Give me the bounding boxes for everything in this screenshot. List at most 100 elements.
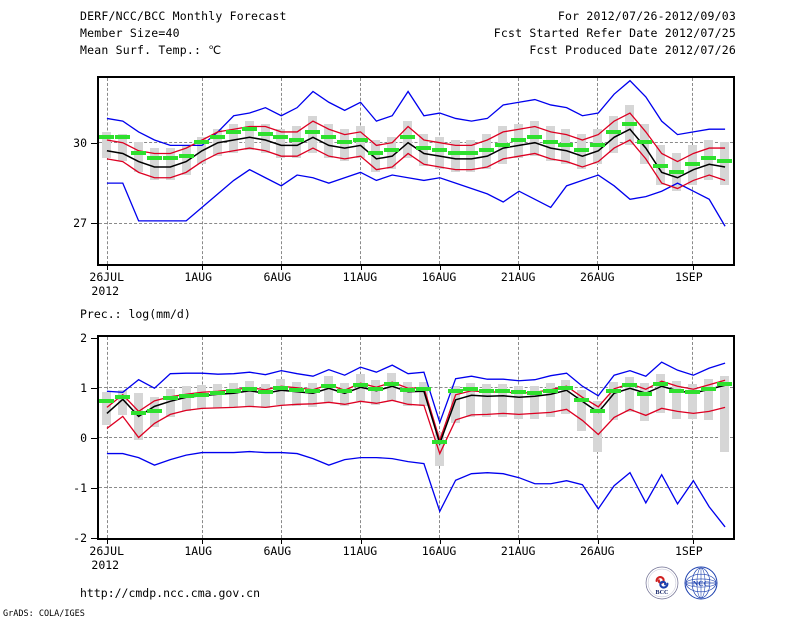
spread-bar (244, 120, 254, 151)
series-line-max (106, 361, 726, 425)
median-dash (669, 389, 685, 393)
median-dash (146, 156, 162, 161)
spread-bar (418, 382, 428, 406)
x-tick-mark (360, 265, 362, 270)
x-axis-tick-label: 26AUG (579, 544, 615, 558)
median-dash (510, 390, 526, 394)
y-axis-tick-label: 30 (73, 135, 87, 150)
median-dash (352, 383, 368, 387)
median-dash (716, 159, 732, 164)
spread-bar (229, 383, 238, 407)
series-line-lower-quartile (106, 399, 726, 456)
spread-bar (339, 128, 349, 162)
y-tick-mark (91, 337, 97, 339)
series-layer (106, 79, 726, 227)
median-dash (463, 387, 479, 391)
x-tick-mark (202, 265, 204, 270)
gridline-vertical (597, 78, 599, 264)
spread-bar (371, 139, 381, 172)
spread-bar (513, 386, 523, 419)
series-line-min (106, 450, 726, 528)
median-dash (384, 148, 400, 153)
median-dash (431, 148, 447, 153)
x-tick-mark (107, 265, 109, 270)
median-dash (162, 396, 178, 400)
median-dash (589, 143, 605, 148)
spread-bar (165, 389, 175, 417)
median-dash (336, 389, 352, 393)
x-axis-tick-label: 21AUG (500, 544, 536, 558)
x-tick-mark (107, 539, 109, 544)
median-dash (210, 134, 226, 139)
spread-bar (387, 136, 397, 170)
spread-bar (260, 123, 270, 154)
spread-bar (545, 383, 555, 417)
median-dash (637, 140, 653, 145)
median-dash (241, 387, 257, 391)
spread-bar (577, 390, 587, 431)
y-axis-tick-label: -1 (73, 480, 87, 495)
x-axis-tick-label: 11AUG (342, 544, 378, 558)
spread-bar (244, 381, 254, 406)
median-dash (368, 151, 384, 156)
median-dash (479, 388, 495, 393)
spread-bar (276, 128, 286, 159)
x-axis-tick-label: 1SEP (674, 544, 703, 558)
median-dash (368, 387, 384, 391)
median-dash (653, 164, 669, 169)
series-line-upper-quartile (106, 112, 726, 163)
spread-bar (466, 383, 476, 417)
y-tick-mark (91, 437, 97, 439)
spread-bar (292, 126, 302, 159)
precipitation-chart-panel (97, 335, 735, 540)
median-dash (194, 140, 210, 145)
spread-bar (102, 131, 112, 159)
x-axis-tick-label: 26JUL (89, 544, 125, 558)
spread-bar (308, 115, 318, 154)
spread-bar (482, 384, 492, 417)
median-dash (558, 386, 574, 390)
median-dash (400, 134, 416, 139)
median-dash (463, 151, 479, 156)
median-dash (621, 121, 637, 126)
gridline-vertical (106, 337, 108, 538)
svg-text:BCC: BCC (656, 590, 669, 596)
gridline-vertical (439, 78, 441, 264)
grads-credit: GrADS: COLA/IGES (3, 609, 85, 619)
median-dash (131, 411, 147, 415)
x-tick-mark (202, 539, 204, 544)
spread-bar (181, 386, 191, 411)
x-axis-tick-label: 26AUG (579, 270, 615, 284)
website-url[interactable]: http://cmdp.ncc.cma.gov.cn (80, 586, 261, 600)
spread-bar (197, 385, 207, 409)
x-axis-tick-label: 6AUG (263, 270, 292, 284)
median-dash (669, 169, 685, 174)
x-tick-mark (281, 539, 283, 544)
gridline-horizontal (99, 437, 733, 438)
x-tick-mark (692, 539, 694, 544)
temperature-plot-area (99, 78, 733, 264)
x-axis-tick-label: 6AUG (263, 544, 292, 558)
spread-bar (418, 134, 428, 167)
gridline-vertical (280, 337, 282, 538)
median-dash (305, 129, 321, 134)
spread-bar (118, 390, 128, 415)
series-layer (106, 361, 726, 528)
median-dash (479, 148, 495, 153)
x-axis-tick-label: 26JUL (89, 270, 125, 284)
gridline-horizontal (99, 487, 733, 488)
series-line-min (106, 168, 726, 227)
spread-bar (434, 432, 444, 466)
x-tick-mark (597, 265, 599, 270)
median-dash (210, 391, 226, 395)
median-dash (415, 387, 431, 391)
median-dash (684, 161, 700, 166)
gridline-vertical (201, 337, 203, 538)
x-axis-year-label: 2012 (91, 284, 120, 298)
svg-text:NCC: NCC (693, 579, 709, 588)
member-size-label: Member Size=40 (80, 26, 180, 40)
median-dash (226, 389, 241, 393)
spread-bar (403, 120, 413, 159)
spread-bar (371, 380, 381, 405)
forecast-range-label: For 2012/07/26-2012/09/03 (557, 9, 736, 23)
